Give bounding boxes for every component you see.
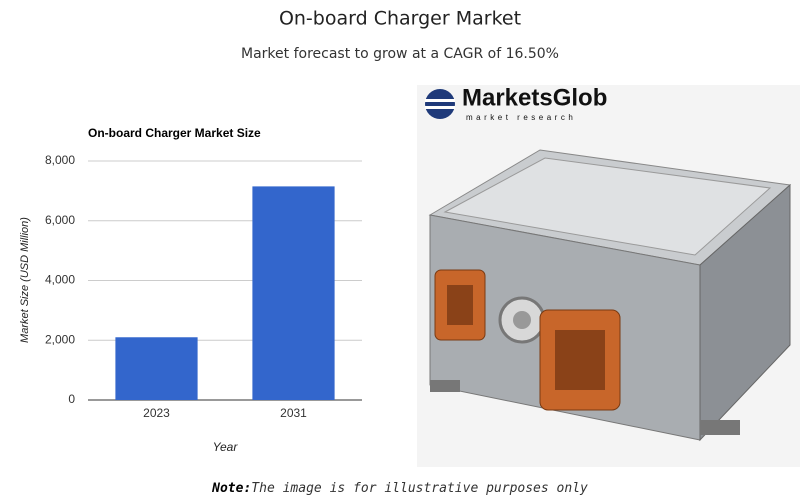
- y-axis-label: Market Size (USD Million): [19, 217, 31, 343]
- bar: [115, 337, 198, 400]
- y-tick-label: 0: [68, 392, 75, 406]
- x-tick-label: 2023: [143, 406, 170, 420]
- x-tick-label: 2031: [280, 406, 307, 420]
- product-image: [417, 85, 800, 467]
- note: Note:The image is for illustrative purpo…: [211, 481, 588, 496]
- page-subtitle: Market forecast to grow at a CAGR of 16.…: [241, 46, 559, 62]
- note-label: Note:: [211, 481, 251, 496]
- chart-title: On-board Charger Market Size: [88, 126, 261, 140]
- page-title: On-board Charger Market: [279, 8, 521, 30]
- bar: [252, 186, 335, 400]
- logo-tagline: market research: [466, 113, 576, 122]
- note-text: The image is for illustrative purposes o…: [251, 481, 588, 496]
- y-tick-label: 2,000: [45, 332, 75, 346]
- y-tick-label: 4,000: [45, 273, 75, 287]
- y-tick-label: 6,000: [45, 213, 75, 227]
- x-axis-label: Year: [213, 440, 239, 454]
- logo-name: MarketsGlob: [462, 84, 607, 111]
- y-tick-label: 8,000: [45, 153, 75, 167]
- logo: MarketsGlob market research: [425, 84, 607, 122]
